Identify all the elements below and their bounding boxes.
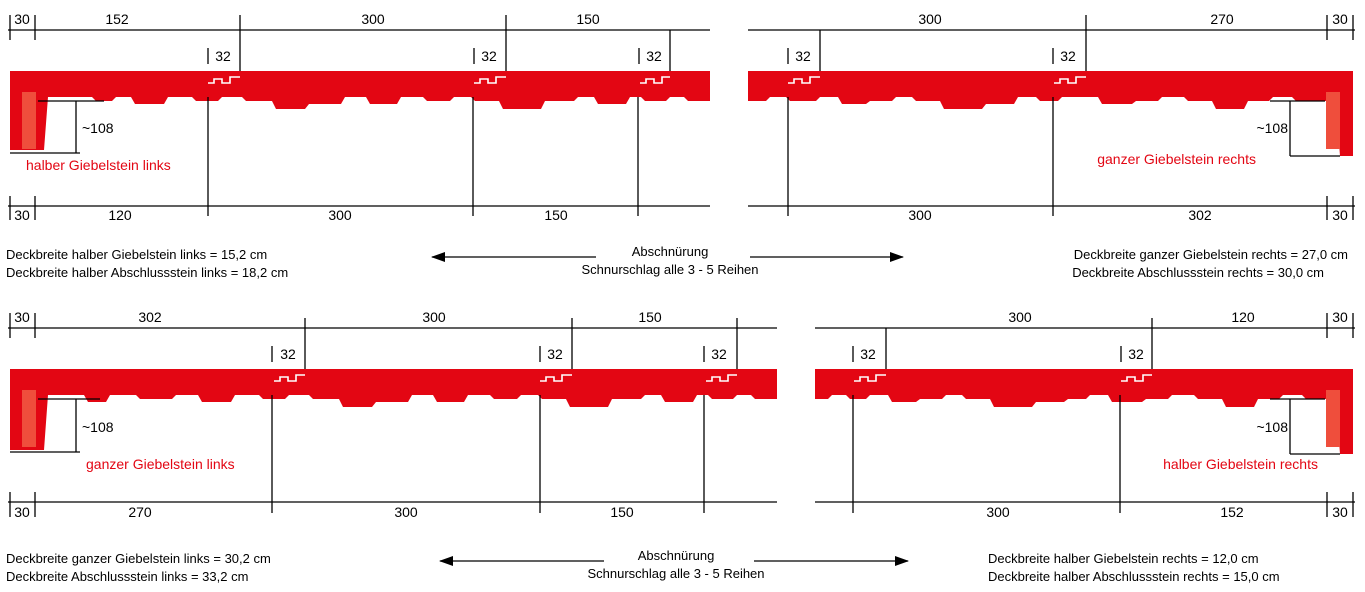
overlap-label: 32 bbox=[1128, 346, 1144, 362]
tile-profile bbox=[10, 71, 710, 150]
overlap-notch bbox=[640, 76, 670, 84]
panel-top-left: 30 152 300 150 32 32 32 ~108 halber Gieb… bbox=[8, 11, 710, 223]
tile-profile bbox=[10, 369, 777, 450]
dim-label: 30 bbox=[1332, 309, 1348, 325]
overlap-notch bbox=[854, 374, 886, 382]
tile-profile bbox=[748, 71, 1353, 156]
dim-label: 120 bbox=[108, 207, 132, 223]
caption-line: Deckbreite ganzer Giebelstein links = 30… bbox=[6, 551, 271, 566]
overlap-label: 32 bbox=[646, 48, 662, 64]
overlap-label: 32 bbox=[215, 48, 231, 64]
height-label: ~108 bbox=[1256, 120, 1288, 136]
overlap-label: 32 bbox=[547, 346, 563, 362]
overlap-label: 32 bbox=[795, 48, 811, 64]
caption-line: Deckbreite halber Abschlussstein links =… bbox=[6, 265, 288, 280]
overlap-notch bbox=[1054, 76, 1086, 84]
overlap-notch bbox=[540, 374, 572, 382]
dim-label: 30 bbox=[14, 309, 30, 325]
height-label: ~108 bbox=[82, 120, 114, 136]
dim-label: 300 bbox=[908, 207, 932, 223]
dim-label: 30 bbox=[1332, 207, 1348, 223]
overlap-label: 32 bbox=[711, 346, 727, 362]
dim-label: 150 bbox=[610, 504, 634, 520]
dim-label: 270 bbox=[128, 504, 152, 520]
overlap-notch bbox=[274, 374, 305, 382]
dim-label: 30 bbox=[14, 504, 30, 520]
caption-line: Deckbreite Abschlussstein links = 33,2 c… bbox=[6, 569, 248, 584]
caption-line: Abschnürung bbox=[638, 548, 715, 563]
dim-label: 30 bbox=[1332, 11, 1348, 27]
captions-top: Deckbreite halber Giebelstein links = 15… bbox=[6, 244, 1348, 280]
dim-label: 150 bbox=[544, 207, 568, 223]
dim-label: 30 bbox=[14, 11, 30, 27]
tile-lip bbox=[22, 390, 36, 447]
caption-line: Schnurschlag alle 3 - 5 Reihen bbox=[581, 262, 758, 277]
dim-label: 302 bbox=[1188, 207, 1212, 223]
overlap-notch bbox=[474, 76, 506, 84]
caption-line: Deckbreite Abschlussstein rechts = 30,0 … bbox=[1072, 265, 1324, 280]
dim-label: 152 bbox=[1220, 504, 1244, 520]
caption-line: Deckbreite halber Abschlussstein rechts … bbox=[988, 569, 1280, 584]
panel-bottom-right: 300 120 30 32 32 ~108 halber Giebelstein… bbox=[815, 309, 1355, 520]
dim-label: 150 bbox=[638, 309, 662, 325]
panel-top-right: 300 270 30 32 32 ~108 ganzer Giebelstein… bbox=[748, 11, 1355, 223]
tile-profile bbox=[815, 369, 1353, 454]
overlap-label: 32 bbox=[1060, 48, 1076, 64]
overlap-notch bbox=[788, 76, 820, 84]
overlap-notch bbox=[208, 76, 240, 84]
overlap-label: 32 bbox=[481, 48, 497, 64]
dim-label: 300 bbox=[986, 504, 1010, 520]
tile-name: halber Giebelstein rechts bbox=[1163, 456, 1318, 472]
dim-label: 302 bbox=[138, 309, 162, 325]
caption-line: Abschnürung bbox=[632, 244, 709, 259]
tile-lip bbox=[1326, 92, 1340, 149]
captions-bottom: Deckbreite ganzer Giebelstein links = 30… bbox=[6, 548, 1280, 584]
dim-label: 150 bbox=[576, 11, 600, 27]
dim-label: 300 bbox=[394, 504, 418, 520]
dim-label: 270 bbox=[1210, 11, 1234, 27]
dim-label: 300 bbox=[328, 207, 352, 223]
panel-bottom-left: 30 302 300 150 32 32 32 ~108 ganzer Gieb… bbox=[8, 309, 777, 520]
dim-label: 300 bbox=[1008, 309, 1032, 325]
dim-label: 152 bbox=[105, 11, 129, 27]
height-label: ~108 bbox=[82, 419, 114, 435]
tile-name: ganzer Giebelstein links bbox=[86, 456, 235, 472]
caption-line: Deckbreite halber Giebelstein rechts = 1… bbox=[988, 551, 1259, 566]
dim-label: 300 bbox=[422, 309, 446, 325]
dim-label: 120 bbox=[1231, 309, 1255, 325]
overlap-label: 32 bbox=[860, 346, 876, 362]
tile-lip bbox=[22, 92, 36, 149]
caption-line: Deckbreite ganzer Giebelstein rechts = 2… bbox=[1074, 247, 1348, 262]
dim-label: 30 bbox=[1332, 504, 1348, 520]
dim-label: 300 bbox=[361, 11, 385, 27]
caption-line: Deckbreite halber Giebelstein links = 15… bbox=[6, 247, 267, 262]
tile-name: ganzer Giebelstein rechts bbox=[1097, 151, 1256, 167]
overlap-notch bbox=[706, 374, 737, 382]
height-label: ~108 bbox=[1256, 419, 1288, 435]
overlap-notch bbox=[1121, 374, 1152, 382]
tile-name: halber Giebelstein links bbox=[26, 157, 171, 173]
dim-label: 300 bbox=[918, 11, 942, 27]
tile-lip bbox=[1326, 390, 1340, 447]
overlap-label: 32 bbox=[280, 346, 296, 362]
caption-line: Schnurschlag alle 3 - 5 Reihen bbox=[587, 566, 764, 581]
dim-label: 30 bbox=[14, 207, 30, 223]
